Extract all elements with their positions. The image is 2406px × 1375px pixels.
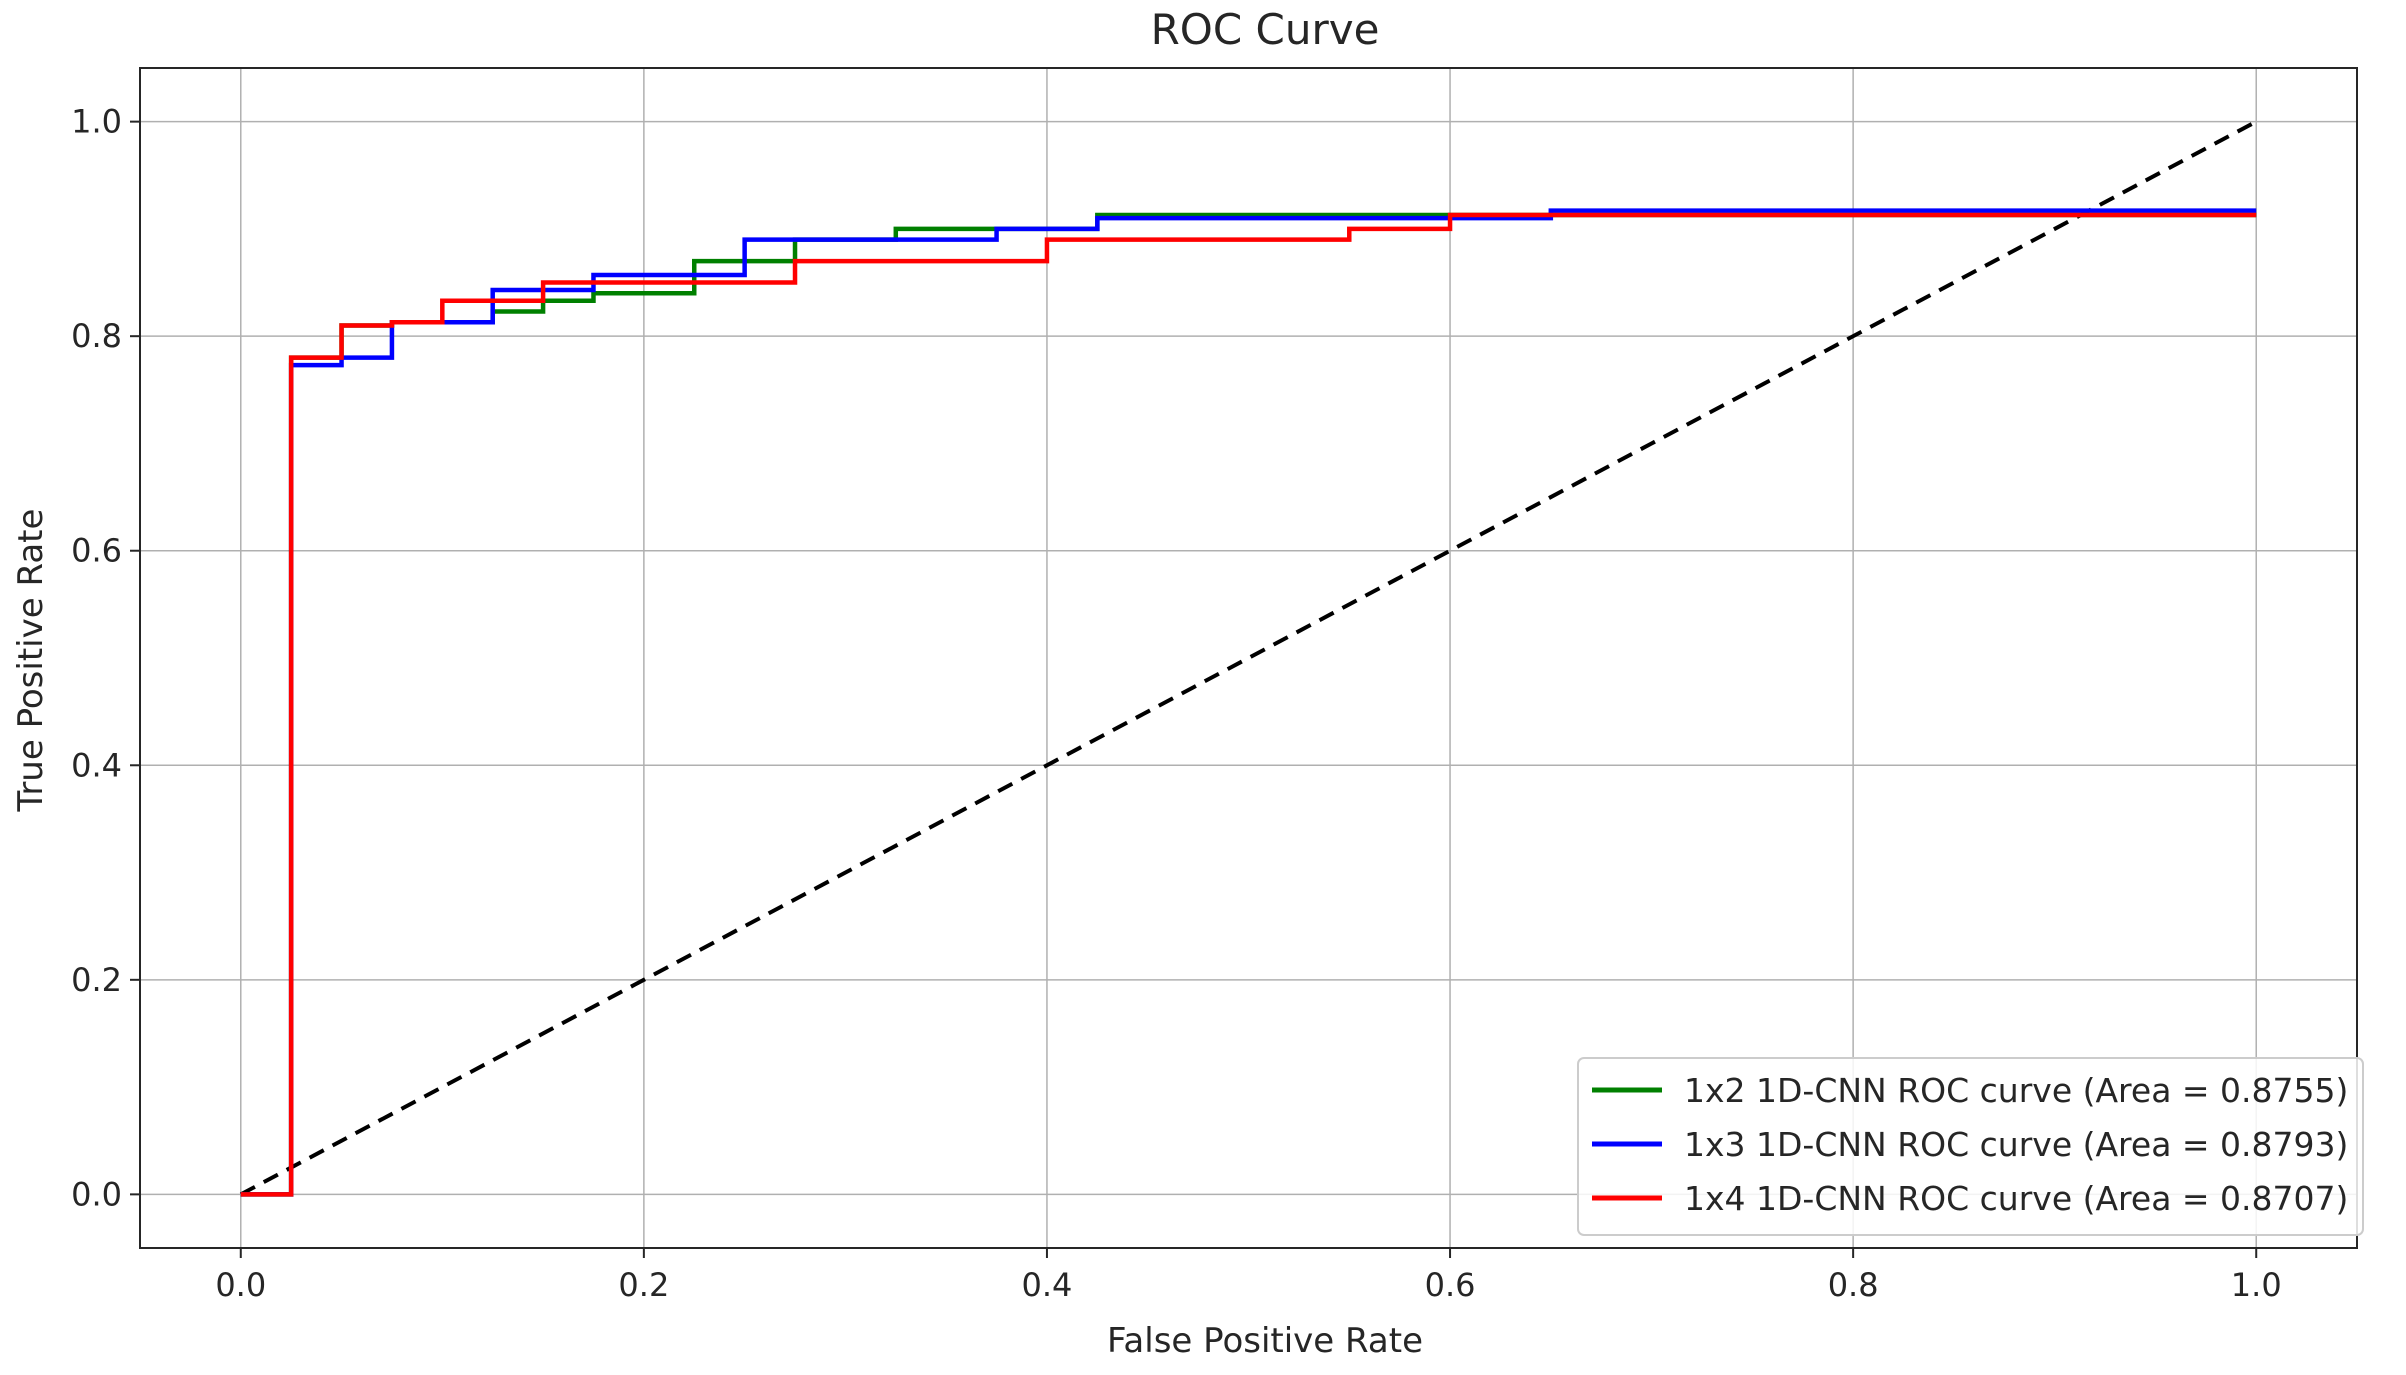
roc-curve-series-3: [240, 212, 2257, 1197]
chart-title: ROC Curve: [1151, 5, 1380, 54]
y-tick-label: 0.6: [71, 532, 122, 570]
reference-diagonal: [239, 119, 2258, 1197]
x-tick-label: 0.2: [618, 1266, 669, 1304]
x-axis-label: False Positive Rate: [1107, 1321, 1423, 1361]
roc-curves: [240, 208, 2257, 1197]
legend-entry: 1x3 1D-CNN ROC curve (Area = 0.8793): [1684, 1125, 2348, 1164]
chance-line: [239, 119, 2258, 1197]
legend-box: [1577, 1057, 2364, 1236]
y-tick-label: 1.0: [71, 103, 122, 141]
y-tick-label: 0.0: [71, 1175, 122, 1213]
grid-lines: [140, 68, 2357, 1248]
roc-curve-series-1: [240, 212, 2257, 1197]
x-tick-label: 0.6: [1425, 1266, 1476, 1304]
legend-entry: 1x4 1D-CNN ROC curve (Area = 0.8707): [1684, 1179, 2348, 1218]
x-ticks: 0.0 0.2 0.4 0.6 0.8 1.0: [215, 1248, 2282, 1304]
y-ticks: 0.0 0.2 0.4 0.6 0.8 1.0: [71, 103, 140, 1213]
x-tick-label: 0.4: [1022, 1266, 1073, 1304]
x-tick-label: 0.8: [1828, 1266, 1879, 1304]
legend-entry: 1x2 1D-CNN ROC curve (Area = 0.8755): [1684, 1071, 2348, 1110]
y-tick-label: 0.2: [71, 961, 122, 999]
x-tick-label: 0.0: [215, 1266, 266, 1304]
roc-curve-series-2: [240, 208, 2257, 1197]
y-tick-label: 0.8: [71, 317, 122, 355]
y-tick-label: 0.4: [71, 746, 122, 784]
y-axis-label: True Positive Rate: [11, 509, 51, 813]
legend: 1x2 1D-CNN ROC curve (Area = 0.8755) 1x3 …: [1577, 1057, 2364, 1236]
x-tick-label: 1.0: [2231, 1266, 2282, 1304]
plot-frame: [139, 67, 2358, 1249]
